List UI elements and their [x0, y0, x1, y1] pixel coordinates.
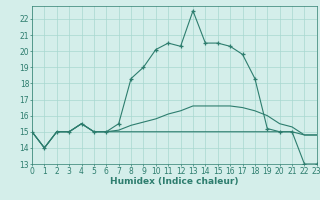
X-axis label: Humidex (Indice chaleur): Humidex (Indice chaleur)	[110, 177, 239, 186]
